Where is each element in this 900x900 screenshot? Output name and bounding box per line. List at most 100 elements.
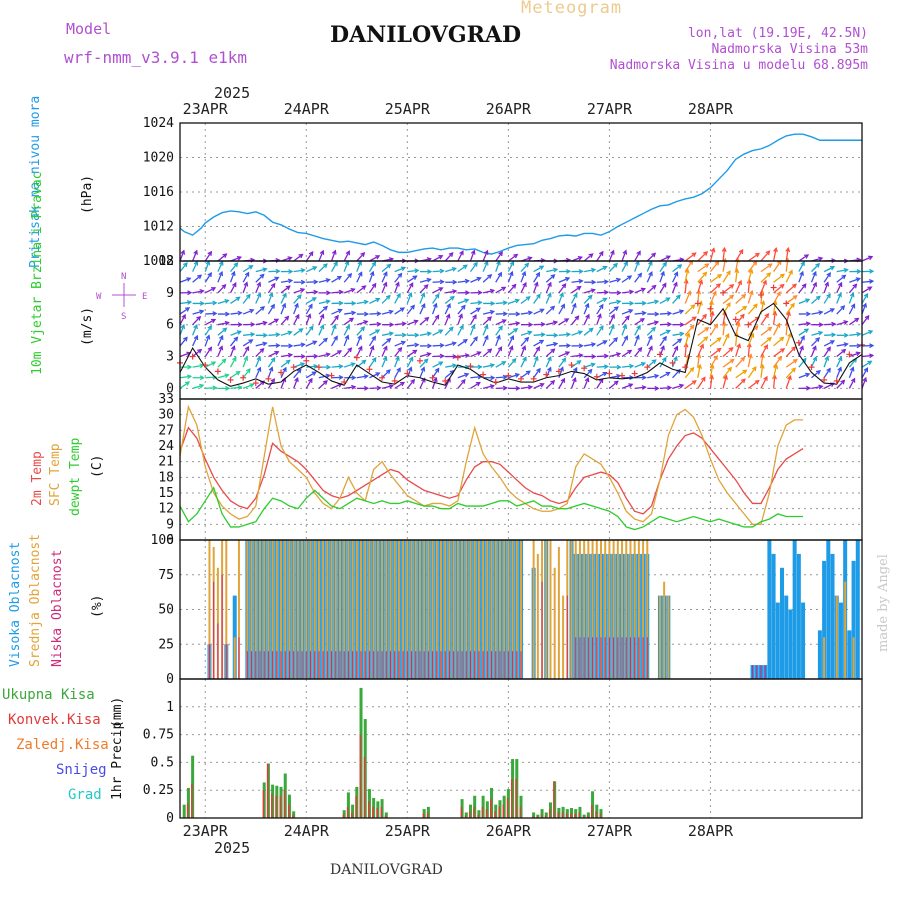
wind-arrow-head	[237, 310, 243, 316]
panel-frame	[179, 398, 863, 541]
low-cloud-bar	[440, 651, 442, 679]
wind-arrow-head	[434, 367, 440, 373]
wind-arrow-head	[550, 305, 556, 311]
wind-arrow-head	[514, 373, 521, 378]
temp-tick-label: 27	[158, 423, 174, 438]
wind-arrow	[394, 347, 402, 357]
wind-arrow-head	[801, 357, 807, 363]
wind-arrow-head	[270, 378, 275, 384]
wind-tick-label: 3	[166, 350, 174, 365]
wind-arrow	[394, 307, 405, 315]
conv-precip-bar	[355, 795, 357, 818]
wind-arrow-head	[199, 383, 205, 389]
wind-arrow	[469, 336, 478, 347]
wind-arrow-head	[385, 369, 391, 375]
wind-arrow-head	[747, 353, 753, 359]
wind-arrow	[709, 311, 714, 325]
low-cloud-bar	[385, 651, 387, 679]
wind-arrow-head	[869, 353, 875, 359]
total-precip-bar	[570, 807, 574, 818]
conv-precip-bar	[460, 806, 463, 818]
wind-arrow-head	[465, 290, 471, 296]
wind-arrow-head	[590, 362, 596, 368]
wind-arrow	[772, 375, 776, 389]
mid-cloud-bar	[410, 540, 413, 679]
wind-arrow-head	[560, 377, 566, 383]
low-cloud-bar	[583, 637, 585, 679]
low-cloud-bar	[608, 637, 610, 679]
wind-arrow-head	[849, 366, 855, 372]
wind-arrow-head	[326, 290, 332, 296]
wind-arrow-head	[432, 302, 438, 308]
wind-arrow	[242, 346, 250, 357]
low-cloud-bar	[541, 581, 543, 679]
wind-arrow	[772, 311, 776, 325]
wind-arrow-head	[627, 349, 633, 355]
wind-arrow	[583, 377, 589, 389]
cloud-tick-label: 25	[158, 637, 174, 652]
wind-arrow-head	[572, 376, 577, 383]
mid-cloud-bar	[385, 540, 388, 679]
wind-arrow-head	[792, 358, 798, 364]
wind-arrow	[368, 336, 376, 347]
wind-arrow-head	[515, 321, 521, 326]
mid-cloud-bar	[389, 540, 392, 679]
wind-arrow	[684, 269, 689, 283]
wind-arrow	[192, 324, 198, 336]
bottom-year-label: 2025	[214, 839, 251, 857]
mid-cloud-bar	[578, 540, 581, 679]
wind-arrow	[229, 346, 235, 357]
wind-arrow	[735, 357, 745, 368]
wind-arrow	[406, 357, 414, 368]
wind-arrow	[621, 365, 634, 368]
elevation-label: Nadmorska Visina 53m	[711, 42, 868, 57]
wind-arrow	[482, 289, 494, 294]
wind-arrow-head	[308, 325, 314, 331]
wind-arrow-head	[521, 345, 527, 351]
wind-arrow-head	[641, 385, 647, 390]
wind-arrow	[621, 261, 628, 272]
conv-precip-bar	[422, 813, 425, 818]
low-cloud-bar	[331, 651, 333, 679]
wind-arrow	[608, 314, 615, 325]
wind-arrow-head	[622, 249, 628, 255]
precip-tick-label: 1	[166, 700, 174, 715]
wind-arrow-head	[325, 352, 331, 358]
wind-arrow	[684, 260, 694, 272]
top-day-label: 25APR	[385, 100, 431, 118]
high-cloud-bar	[784, 595, 789, 679]
wind-arrow-head	[508, 345, 514, 351]
wind-arrow-head	[527, 310, 534, 316]
wind-arrow-head	[754, 252, 760, 258]
wind-arrow-head	[514, 298, 520, 304]
wind-arrow-head	[640, 287, 647, 293]
wind-arrow-head	[829, 340, 836, 345]
bottom-day-label: 23APR	[183, 822, 229, 840]
wind-arrow-head	[375, 255, 381, 260]
wind-arrow	[470, 351, 481, 358]
mid-cloud-bar	[338, 540, 341, 679]
wind-arrow	[204, 287, 216, 294]
wind-arrow	[735, 280, 742, 294]
wind-arrow	[343, 288, 355, 294]
mid-cloud-bar	[393, 540, 396, 679]
wind-arrow	[394, 293, 401, 304]
wind-arrow-head	[248, 265, 254, 270]
wind-arrow	[507, 261, 514, 272]
wind-arrow-head	[552, 341, 559, 347]
wind-arrow-head	[323, 305, 328, 311]
wind-arrow	[811, 337, 820, 347]
top-day-label: 27APR	[587, 100, 633, 118]
wind-arrow	[331, 365, 343, 368]
wind-arrow-head	[704, 327, 710, 332]
wind-arrow	[255, 282, 261, 294]
wind-arrow-head	[843, 267, 849, 273]
wind-arrow	[709, 364, 714, 378]
wind-arrow	[293, 377, 299, 389]
wind-arrow	[179, 324, 185, 336]
wind-arrow	[621, 324, 627, 336]
wind-arrow-head	[767, 263, 773, 268]
wind-arrow-head	[230, 345, 236, 351]
wind-arrow	[596, 314, 602, 325]
wind-arrow-head	[616, 299, 622, 305]
